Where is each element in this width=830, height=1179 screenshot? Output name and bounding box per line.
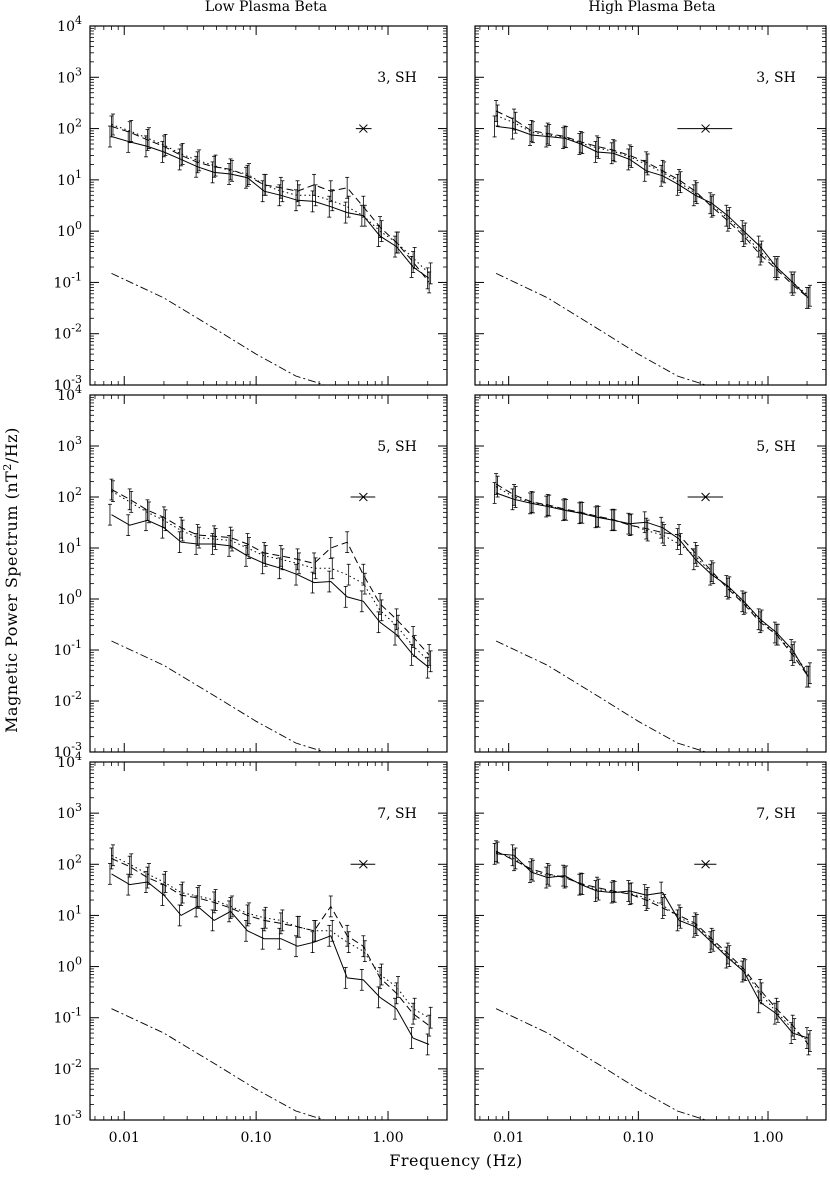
y-tick-label: 103 [57, 434, 82, 455]
panel-low-beta-5SH: 10-3 10-2 10-1 100 101 102 103 104 5, SH [53, 383, 448, 761]
x-axis-label: Frequency (Hz) [389, 1151, 523, 1170]
series-dotted [495, 852, 809, 1042]
column-title-high-beta: High Plasma Beta [588, 0, 715, 15]
x-tick-label: 0.10 [623, 1130, 654, 1146]
reference-curve [495, 272, 706, 385]
error-marker-cross [358, 859, 368, 869]
series-dashed [111, 125, 430, 283]
series-dashed [111, 489, 430, 656]
column-title-low-beta: Low Plasma Beta [205, 0, 327, 15]
y-tick-label: 100 [57, 955, 82, 976]
reference-curve [111, 1008, 325, 1120]
plot-area [107, 844, 433, 1120]
y-axis-label-sup: 2 [1, 463, 14, 471]
y-tick-label: 104 [57, 383, 82, 404]
series-solid [111, 136, 430, 279]
plot-area [492, 840, 812, 1120]
series-solid [111, 514, 430, 669]
series-solid [111, 873, 430, 1045]
panel-low-beta-3SH: 10-3 10-2 10-1 100 101 102 103 104 3, SH [53, 14, 448, 394]
y-tick-label: 10-2 [53, 689, 82, 710]
panel-label: 7, SH [377, 806, 417, 822]
x-tick-label: 1.00 [752, 1130, 783, 1146]
y-tick-label: 102 [57, 117, 82, 138]
reference-curve [111, 272, 325, 385]
y-tick-label: 10-1 [53, 1006, 82, 1027]
panel-frame [474, 394, 827, 753]
panel-low-beta-7SH: 10-3 10-2 10-1 100 101 102 103 104 0.01 0.10 1.00 7… [53, 750, 448, 1146]
reference-curve [495, 640, 706, 752]
y-axis-label-main: Magnetic Power Spectrum (nT [2, 471, 21, 733]
y-tick-label: 10-3 [53, 740, 82, 761]
panel-label: 5, SH [756, 439, 796, 455]
reference-curve [495, 1008, 706, 1120]
series-dotted [111, 124, 430, 274]
y-tick-label: 10-2 [53, 1057, 82, 1078]
series-dotted [111, 490, 430, 662]
y-tick-label: 100 [57, 219, 82, 240]
y-tick-label: 10-3 [53, 1108, 82, 1129]
error-marker-cross [358, 124, 368, 133]
x-tick-label: 0.10 [241, 1130, 272, 1146]
series-dotted [495, 486, 809, 674]
x-tick-label: 0.01 [493, 1130, 524, 1146]
series-dotted [111, 854, 430, 1019]
series-dotted [495, 115, 809, 297]
panel-frame [89, 761, 448, 1121]
series-dashed [495, 850, 809, 1045]
panel-frame [89, 25, 448, 386]
y-tick-label: 100 [57, 587, 82, 608]
panel-frame [89, 394, 448, 753]
error-marker-cross [701, 492, 710, 502]
plot-area [492, 473, 812, 752]
y-tick-label: 10-1 [53, 638, 82, 659]
reference-curve [111, 640, 325, 752]
y-tick-label: 104 [57, 750, 82, 771]
series-dashed [495, 483, 809, 677]
x-tick-label: 1.00 [372, 1130, 403, 1146]
panel-frame [474, 25, 827, 386]
y-tick-label: 10-2 [53, 322, 82, 343]
panel-label: 5, SH [377, 439, 417, 455]
series-dashed [495, 110, 809, 299]
series-solid [495, 492, 809, 677]
y-axis-label-tail: /Hz) [2, 427, 21, 463]
y-tick-label: 103 [57, 65, 82, 86]
y-tick-label: 102 [57, 852, 82, 873]
y-tick-label: 102 [57, 485, 82, 506]
x-tick-label: 0.01 [109, 1130, 140, 1146]
panel-high-beta-7SH: 0.01 0.10 1.00 7, SH [474, 761, 827, 1146]
series-solid [496, 853, 809, 1039]
panel-label: 3, SH [377, 70, 417, 86]
series-dashed [111, 858, 430, 1027]
plot-area [107, 113, 433, 385]
y-tick-label: 101 [57, 536, 82, 557]
series-solid [496, 125, 809, 299]
plot-area [107, 478, 433, 752]
error-marker-cross [701, 124, 710, 133]
y-tick-label: 10-3 [53, 373, 82, 394]
y-tick-label: 104 [57, 14, 82, 35]
panel-high-beta-5SH: 5, SH [474, 394, 827, 753]
panel-label: 3, SH [756, 70, 796, 86]
y-tick-label: 101 [57, 168, 82, 189]
y-tick-label: 10-1 [53, 270, 82, 291]
error-marker-cross [358, 492, 368, 502]
y-axis-label: Magnetic Power Spectrum (nT2/Hz) [1, 427, 21, 733]
panel-high-beta-3SH: 3, SH [474, 25, 827, 386]
panel-frame [474, 761, 827, 1121]
y-tick-label: 103 [57, 801, 82, 822]
error-marker-cross [701, 859, 710, 869]
y-tick-label: 101 [57, 903, 82, 924]
plot-area [492, 100, 812, 385]
panel-label: 7, SH [756, 806, 796, 822]
